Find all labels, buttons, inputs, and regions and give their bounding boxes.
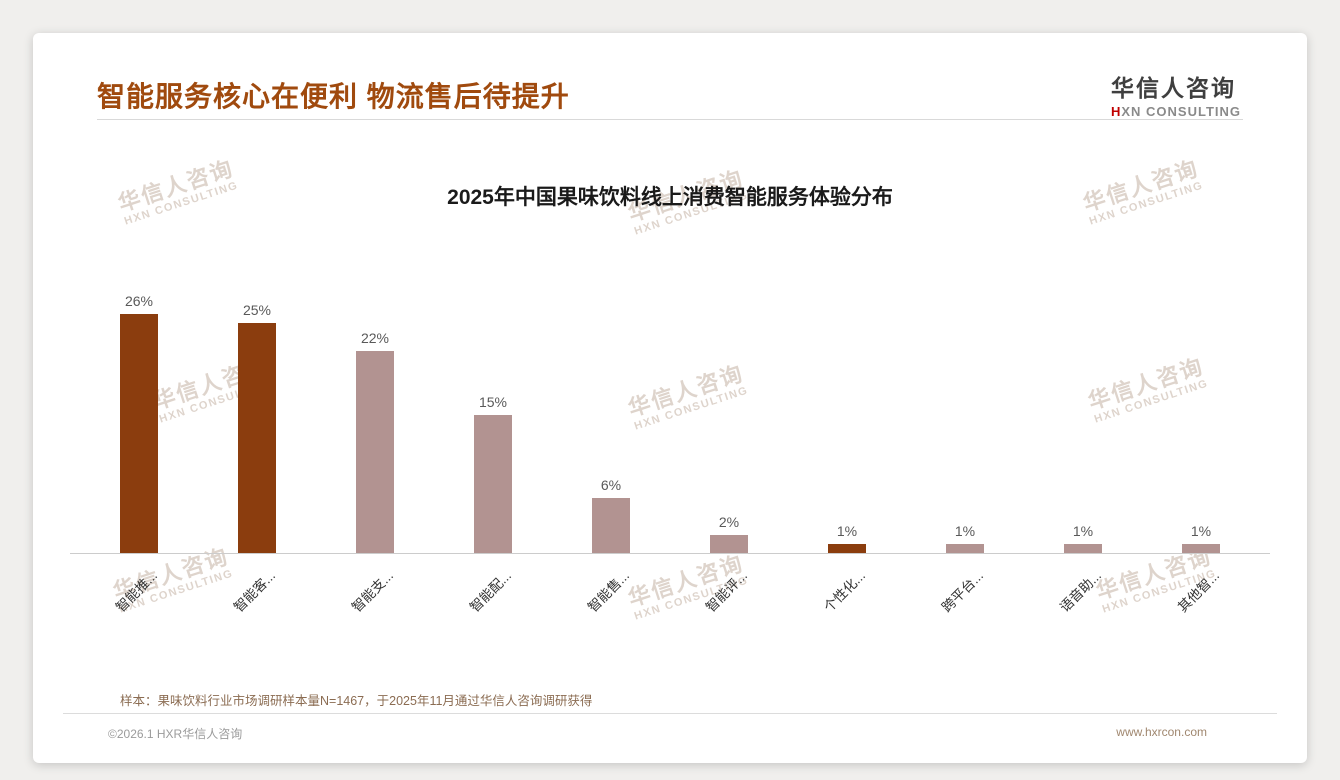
bar-value-label: 6% — [600, 476, 622, 493]
logo-chinese-name: 华信人咨询 — [1110, 75, 1236, 101]
footer-divider — [63, 713, 1277, 714]
company-logo: 华信人咨询 HXN CONSULTING — [1111, 69, 1241, 119]
bar-value-label: 25% — [242, 302, 272, 318]
bar-slot: 1% — [1142, 253, 1260, 553]
bar-value-label: 1% — [1190, 522, 1212, 539]
chart-title: 2025年中国果味饮料线上消费智能服务体验分布 — [447, 186, 893, 209]
x-label: 智能售... — [585, 567, 633, 616]
sample-footnote: 样本：果味饮料行业市场调研样本量N=1467，于2025年11月通过华信人咨询调… — [120, 694, 593, 708]
bar-slot: 26% — [80, 253, 198, 553]
bar-value-label: 1% — [836, 522, 858, 539]
bar — [356, 350, 394, 553]
bar-value-label: 15% — [478, 394, 508, 410]
header-divider — [97, 119, 1243, 120]
bar — [592, 497, 630, 553]
bar — [1182, 543, 1220, 553]
logo-english-name: HXN CONSULTING — [1111, 104, 1241, 119]
bar-value-label: 2% — [718, 513, 740, 530]
bar — [710, 534, 748, 553]
x-label-slot: 智能评... — [670, 553, 788, 648]
bar-slot: 1% — [1024, 253, 1142, 553]
x-label: 语音助... — [1057, 567, 1105, 616]
bar-slot: 22% — [316, 253, 434, 553]
bar-chart: 26% 25% 22% 15% 6% 2% 1% 1% 1% 1% 智能推... 智能客... 智能支… — [70, 253, 1270, 648]
bar — [238, 323, 276, 553]
bar — [1064, 543, 1102, 553]
bar — [120, 313, 158, 553]
bar — [946, 543, 984, 553]
plot-area: 26% 25% 22% 15% 6% 2% 1% 1% 1% 1% — [80, 253, 1260, 553]
x-label: 个性化... — [821, 567, 869, 616]
x-label-slot: 智能支... — [316, 553, 434, 648]
bar-slot: 25% — [198, 253, 316, 553]
bar-slot: 2% — [670, 253, 788, 553]
bar — [828, 543, 866, 553]
logo-mark-icon: H — [1110, 104, 1122, 119]
x-label: 智能支... — [349, 567, 397, 616]
x-label-slot: 其他智... — [1142, 553, 1260, 648]
x-label-slot: 智能售... — [552, 553, 670, 648]
bar-slot: 6% — [552, 253, 670, 553]
bar-slot: 15% — [434, 253, 552, 553]
x-label: 跨平台... — [939, 567, 987, 616]
x-label-slot: 智能推... — [80, 553, 198, 648]
bar-value-label: 1% — [954, 522, 976, 539]
website-link[interactable]: www.hxrcon.com — [1116, 725, 1207, 739]
slide-card: 华信人咨询 HXN CONSULTING 华信人咨询 HXN CONSULTING 华信… — [33, 33, 1307, 763]
x-label-slot: 智能配... — [434, 553, 552, 648]
bar-value-label: 26% — [124, 292, 154, 309]
x-axis-labels: 智能推... 智能客... 智能支... 智能配... 智能售... 智能评... 个性化.… — [80, 553, 1260, 648]
bar-slot: 1% — [906, 253, 1024, 553]
x-axis-line — [70, 553, 1270, 554]
logo-english-text: XN CONSULTING — [1121, 104, 1241, 119]
bar — [474, 415, 512, 553]
x-label: 智能客... — [231, 567, 279, 616]
bar-value-label: 1% — [1072, 522, 1094, 539]
x-label: 智能配... — [467, 567, 515, 616]
x-label-slot: 智能客... — [198, 553, 316, 648]
x-label-slot: 跨平台... — [906, 553, 1024, 648]
bar-value-label: 22% — [360, 329, 390, 346]
x-label: 智能评... — [703, 567, 751, 616]
x-label: 其他智... — [1175, 567, 1223, 616]
page-title: 智能服务核心在便利 物流售后待提升 — [97, 81, 570, 112]
x-label: 智能推... — [113, 567, 161, 616]
copyright-text: ©2026.1 HXR华信人咨询 — [108, 727, 243, 741]
bar-slot: 1% — [788, 253, 906, 553]
x-label-slot: 语音助... — [1024, 553, 1142, 648]
x-label-slot: 个性化... — [788, 553, 906, 648]
